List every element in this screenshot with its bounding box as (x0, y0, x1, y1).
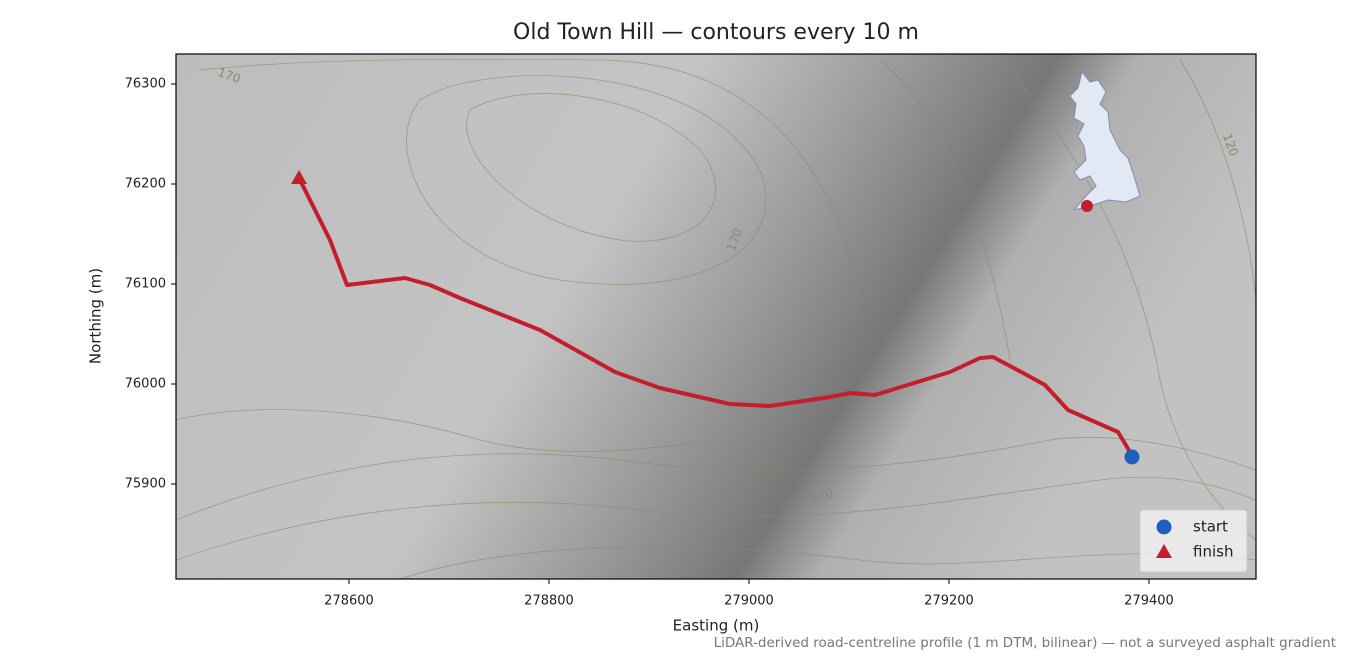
y-axis-label: Northing (m) (87, 268, 105, 364)
hillshade (176, 54, 1256, 579)
plot-frame (175, 53, 1257, 580)
x-tick-label: 279200 (924, 594, 974, 609)
x-tick-label: 279000 (724, 594, 774, 609)
route-line (297, 176, 1132, 454)
y-tick-label: 76200 (125, 177, 166, 192)
chart-title: Old Town Hill — contours every 10 m (513, 20, 919, 45)
contours (176, 58, 1256, 579)
x-tick-label: 279400 (1124, 594, 1174, 609)
x-tick-label: 278800 (524, 594, 574, 609)
x-tick-label: 278600 (324, 594, 374, 609)
legend-marker (1156, 519, 1172, 535)
finish-marker (291, 170, 307, 184)
start-marker (1124, 449, 1140, 465)
x-axis-label: Easting (m) (673, 617, 760, 635)
legend: start finish (1139, 509, 1248, 573)
y-tick-label: 75900 (125, 477, 166, 492)
footnote: LiDAR-derived road-centreline profile (1… (714, 635, 1336, 651)
legend-label: start (1193, 518, 1228, 536)
legend-marker (1156, 544, 1172, 558)
legend-label: finish (1193, 543, 1233, 561)
y-tick-label: 76300 (125, 77, 166, 92)
y-tick-label: 76100 (125, 277, 166, 292)
inset-map (1069, 70, 1141, 212)
y-tick-label: 76000 (125, 377, 166, 392)
contour-label: 120 (809, 486, 835, 505)
